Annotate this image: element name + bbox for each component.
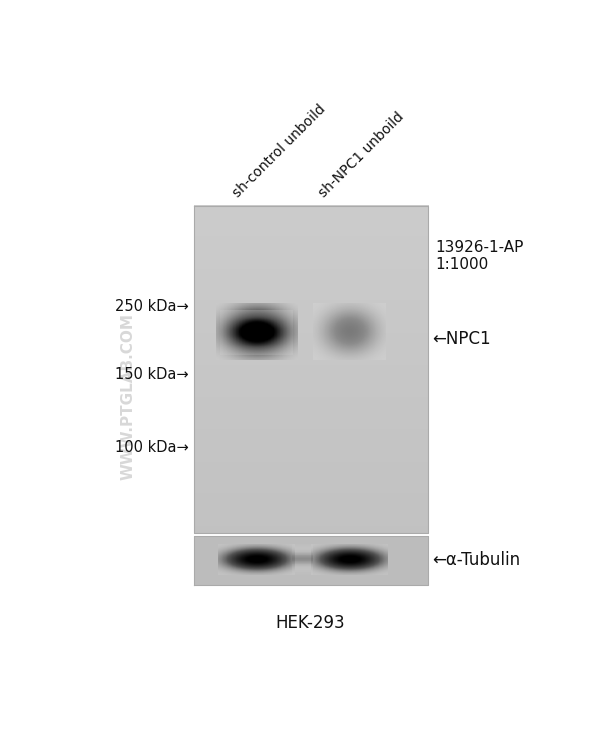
Text: 13926-1-AP
1:1000: 13926-1-AP 1:1000 [436,240,524,272]
Text: sh-control unboild: sh-control unboild [230,101,328,200]
Text: 150 kDa→: 150 kDa→ [115,366,189,382]
Text: HEK-293: HEK-293 [275,614,344,631]
Text: 100 kDa→: 100 kDa→ [115,440,189,455]
Text: WWW.PTGLAB.COM: WWW.PTGLAB.COM [121,313,136,480]
Text: 250 kDa→: 250 kDa→ [115,299,189,315]
Text: ←α-Tubulin: ←α-Tubulin [432,550,520,569]
Text: ←NPC1: ←NPC1 [432,330,491,348]
Text: sh-NPC1 unboild: sh-NPC1 unboild [316,110,407,200]
